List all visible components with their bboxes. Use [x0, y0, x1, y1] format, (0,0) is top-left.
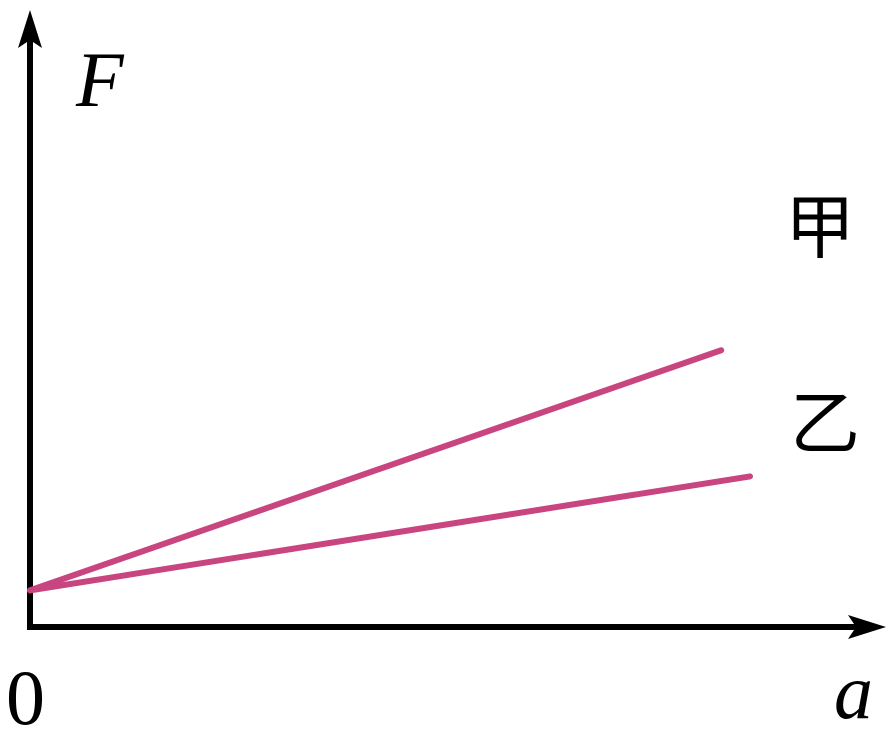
series-yi-line — [27, 473, 753, 594]
x-axis-label: a — [834, 648, 873, 735]
y-axis-arrow — [18, 10, 42, 48]
origin-label: 0 — [6, 654, 45, 738]
series-jia-line — [27, 347, 725, 594]
series-yi-label: 乙 — [790, 383, 860, 465]
series-jia-label: 甲 — [785, 187, 855, 269]
y-axis-label: F — [75, 36, 125, 123]
x-axis-arrow — [848, 615, 886, 639]
